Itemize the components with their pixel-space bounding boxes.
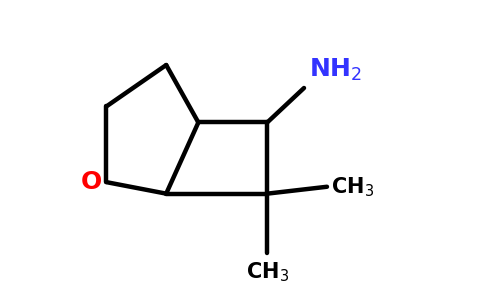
Text: CH$_3$: CH$_3$	[331, 175, 374, 199]
Text: O: O	[81, 170, 103, 194]
Text: CH$_3$: CH$_3$	[246, 260, 289, 284]
Text: NH$_2$: NH$_2$	[309, 57, 362, 83]
